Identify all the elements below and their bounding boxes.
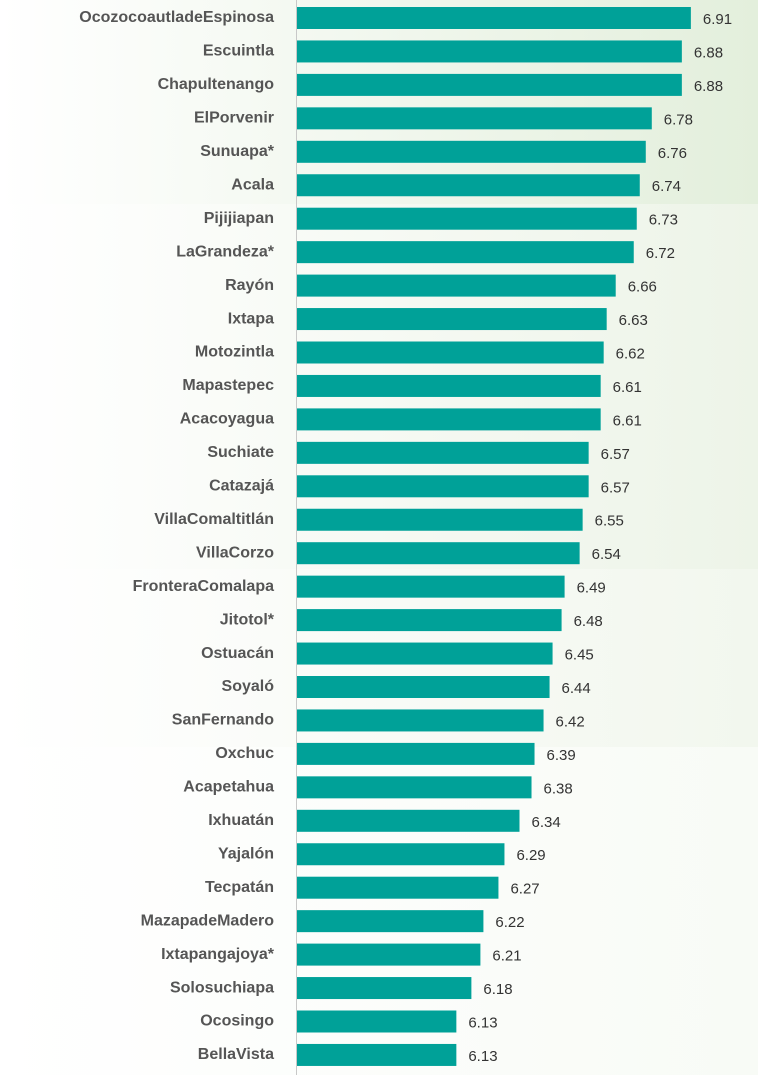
bar [297,107,652,130]
value-label: 6.21 [492,948,521,965]
category-label: Acapetahua [183,779,274,796]
bar [297,977,472,1000]
value-label: 6.49 [577,580,606,597]
category-label: Chapultenango [158,76,275,93]
value-label: 6.91 [703,11,732,28]
category-label: Rayón [225,277,274,294]
category-label: BellaVista [198,1046,274,1063]
value-label: 6.54 [592,546,621,563]
value-label: 6.45 [565,647,594,664]
value-label: 6.29 [516,847,545,864]
bar [297,475,589,498]
category-label: Ixtapangajoya* [161,946,275,963]
bar [297,1043,457,1066]
bar [297,609,562,632]
category-label: Tecpatán [205,879,274,896]
category-label: Pijijiapan [204,210,274,227]
value-label: 6.27 [510,881,539,898]
bar [297,174,640,197]
bar [297,676,550,698]
bar [297,910,484,933]
value-label: 6.39 [547,747,576,764]
value-label: 6.73 [649,212,678,229]
value-label: 6.57 [601,446,630,463]
category-label: Oxchuc [215,745,274,762]
bar [297,575,565,598]
bar [297,140,646,163]
value-label: 6.66 [628,279,657,296]
value-label: 6.44 [562,680,591,697]
bar [297,274,616,297]
category-label: Acala [231,176,274,193]
bar [297,207,637,230]
bar [297,441,589,464]
category-label: Mapastepec [182,377,274,394]
bar [297,809,520,832]
category-label: Motozintla [195,344,274,361]
value-label: 6.34 [531,814,560,831]
category-label: VillaComaltitlán [154,511,274,528]
bar [297,709,544,732]
bar [297,73,682,96]
band [0,0,758,204]
bar [297,943,481,966]
category-label: Sunuapa* [200,143,275,160]
category-label: Acacoyagua [180,411,274,428]
category-label: FronteraComalapa [133,578,274,595]
bar [297,542,580,565]
bar [297,40,682,63]
bar [297,308,607,331]
category-label: VillaCorzo [196,544,274,561]
category-label: Jitotol* [220,611,275,628]
category-label: Catazajá [209,478,274,495]
value-label: 6.61 [613,379,642,396]
category-label: MazapadeMadero [141,912,275,929]
bar [297,7,691,29]
bar [297,374,601,397]
bar [297,843,505,866]
bar [297,341,604,364]
bar [297,1010,457,1033]
value-label: 6.13 [468,1014,497,1031]
category-label: OcozocoautladeEspinosa [79,9,274,26]
value-label: 6.76 [658,145,687,162]
value-label: 6.88 [694,44,723,61]
category-label: ElPorvenir [194,110,274,127]
value-label: 6.48 [574,613,603,630]
bar [297,642,553,665]
value-label: 6.88 [694,78,723,95]
value-label: 6.13 [468,1048,497,1065]
value-label: 6.38 [544,780,573,797]
category-label: Ostuacán [201,645,274,662]
value-label: 6.63 [619,312,648,329]
category-label: Yajalón [218,845,274,862]
category-label: SanFernando [172,712,274,729]
category-label: Ocosingo [200,1013,274,1030]
bar [297,408,601,431]
value-label: 6.78 [664,111,693,128]
category-label: Suchiate [207,444,274,461]
category-label: Soyaló [222,678,275,695]
category-label: Ixhuatán [208,812,274,829]
bar [297,241,634,264]
value-label: 6.74 [652,178,681,195]
bar [297,876,499,899]
value-label: 6.42 [556,713,585,730]
value-label: 6.18 [483,981,512,998]
bar [297,742,535,765]
value-label: 6.22 [495,914,524,931]
category-label: Solosuchiapa [170,979,274,996]
value-label: 6.72 [646,245,675,262]
value-label: 6.62 [616,345,645,362]
category-label: LaGrandeza* [176,243,275,260]
value-label: 6.55 [595,513,624,530]
value-label: 6.57 [601,479,630,496]
bar [297,508,583,531]
bar [297,776,532,799]
value-label: 6.61 [613,412,642,429]
category-label: Escuintla [203,43,274,60]
category-label: Ixtapa [228,310,274,327]
